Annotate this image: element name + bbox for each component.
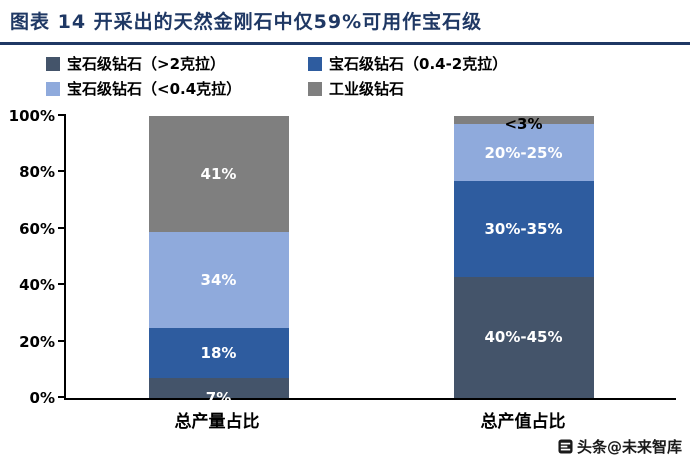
legend-label: 工业级钻石 bbox=[329, 80, 405, 98]
bar-column: 7% 18% 34% 41% bbox=[148, 116, 289, 407]
toutiao-logo-icon bbox=[558, 439, 573, 454]
bar-segment-label: 20%-25% bbox=[484, 143, 563, 162]
legend-swatch bbox=[46, 82, 60, 96]
bar-column: 40%-45% 30%-35% 20%-25% <3% bbox=[453, 115, 594, 398]
bar-segment-label: <3% bbox=[504, 115, 543, 134]
bar-segment: 30%-35% bbox=[453, 180, 594, 277]
x-axis-labels: 总产量占比 总产值占比 bbox=[64, 407, 676, 432]
bar-segment: 40%-45% bbox=[453, 276, 594, 398]
legend-swatch bbox=[46, 57, 60, 71]
watermark: 头条@未来智库 bbox=[558, 436, 682, 457]
bar-segment-label: 30%-35% bbox=[484, 219, 563, 238]
x-axis-category-label: 总产值占比 bbox=[480, 412, 566, 432]
legend-item: 工业级钻石 bbox=[308, 80, 690, 98]
bar-segment-label: 40%-45% bbox=[484, 328, 563, 347]
y-axis-tick-mark bbox=[58, 114, 66, 116]
bar-segment: 20%-25% bbox=[453, 124, 594, 181]
legend-label: 宝石级钻石（>2克拉） bbox=[67, 55, 226, 73]
x-axis-category-label: 总产量占比 bbox=[174, 412, 260, 432]
y-axis-tick-label: 60% bbox=[19, 219, 55, 238]
bar-segment: 18% bbox=[148, 327, 289, 379]
y-axis-tick-label: 0% bbox=[29, 389, 55, 407]
legend-label: 宝石级钻石（<0.4克拉） bbox=[67, 80, 242, 98]
bar-segment-label: 18% bbox=[200, 343, 237, 362]
legend-swatch bbox=[308, 82, 322, 96]
plot-area: 0% 20% 40% 60% 80% 100% 7% 18% 34% 41% 40%-45% 30%-… bbox=[9, 107, 676, 407]
stacked-bar-chart: 0% 20% 40% 60% 80% 100% 7% 18% 34% 41% 40%-45% 30%-… bbox=[0, 107, 676, 432]
y-axis-tick-label: 20% bbox=[19, 332, 55, 351]
legend-item: 宝石级钻石（>2克拉） bbox=[46, 55, 308, 73]
y-axis-tick-label: 80% bbox=[19, 163, 55, 182]
chart-legend: 宝石级钻石（>2克拉） 宝石级钻石（0.4-2克拉） 宝石级钻石（<0.4克拉） 工业… bbox=[46, 55, 690, 98]
y-axis-tick-label: 40% bbox=[19, 276, 55, 295]
watermark-text: 头条@未来智库 bbox=[576, 438, 682, 456]
legend-item: 宝石级钻石（0.4-2克拉） bbox=[308, 55, 690, 73]
chart-title: 图表 14 开采出的天然金刚石中仅59%可用作宝石级 bbox=[0, 0, 690, 45]
y-axis-tick-label: 100% bbox=[8, 107, 55, 125]
y-axis-tick-mark bbox=[58, 283, 66, 286]
y-axis-tick-mark bbox=[58, 170, 66, 173]
legend-label: 宝石级钻石（0.4-2克拉） bbox=[329, 55, 508, 73]
bar-segment: 7% bbox=[148, 378, 289, 407]
bar-segment-label: 7% bbox=[205, 389, 232, 407]
y-axis-tick-mark bbox=[58, 396, 66, 398]
legend-item: 宝石级钻石（<0.4克拉） bbox=[46, 80, 308, 98]
bar-segment: <3% bbox=[453, 115, 594, 133]
legend-swatch bbox=[308, 57, 322, 71]
y-axis-tick-mark bbox=[58, 226, 66, 229]
bar-segment-label: 34% bbox=[200, 270, 237, 289]
bar-segment: 41% bbox=[148, 116, 289, 232]
bar-segment-label: 41% bbox=[200, 164, 237, 183]
bar-segment: 34% bbox=[148, 231, 289, 328]
y-axis-tick-mark bbox=[58, 339, 66, 342]
